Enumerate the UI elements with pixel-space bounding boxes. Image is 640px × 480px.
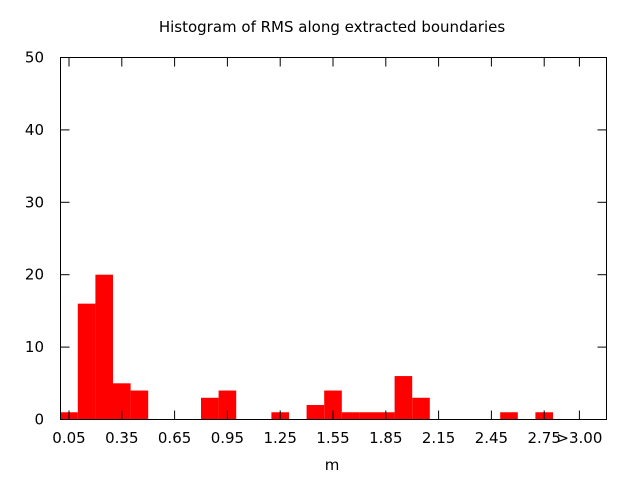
y-tick-label: 50	[25, 49, 44, 67]
x-tick-label: 0.35	[105, 429, 138, 447]
x-tick-label: 0.05	[52, 429, 85, 447]
x-tick-label: 1.25	[263, 429, 296, 447]
histogram-bar	[77, 303, 96, 420]
plot-frame	[60, 57, 607, 420]
x-axis-label: m	[325, 456, 340, 474]
y-tick-label: 20	[25, 266, 44, 284]
histogram-bar	[201, 397, 219, 420]
x-tick-label: >3.00	[556, 429, 602, 447]
x-tick-label: 2.75	[527, 429, 560, 447]
x-tick-label: 0.65	[158, 429, 191, 447]
y-tick-label: 10	[25, 338, 44, 356]
x-tick-label: 0.95	[211, 429, 244, 447]
histogram-bar	[306, 405, 325, 420]
histogram-bar	[324, 390, 342, 420]
histogram-bar	[341, 412, 360, 420]
x-axis-ticks: 0.05 0.35 0.65 0.95 1.25 1.55 1.85 2.15 2.45 2.75…	[52, 57, 602, 447]
bars-group	[60, 274, 553, 420]
histogram-bar	[394, 376, 413, 420]
histogram-bar	[113, 383, 131, 420]
y-tick-label: 40	[25, 121, 44, 139]
histogram-bar	[218, 390, 237, 420]
chart-title: Histogram of RMS along extracted boundar…	[159, 18, 506, 36]
histogram-bar	[359, 412, 377, 420]
x-tick-label: 2.45	[475, 429, 508, 447]
histogram-bar	[130, 390, 149, 420]
x-tick-label: 1.55	[316, 429, 349, 447]
histogram-bar	[412, 397, 430, 420]
y-axis-ticks: 0 10 20 30 40 50	[25, 49, 607, 429]
y-tick-label: 30	[25, 193, 44, 211]
histogram-bar	[500, 412, 518, 420]
histogram-bar	[95, 274, 113, 420]
x-tick-label: 2.15	[422, 429, 455, 447]
y-tick-label: 0	[34, 411, 44, 429]
x-tick-label: 1.85	[369, 429, 402, 447]
